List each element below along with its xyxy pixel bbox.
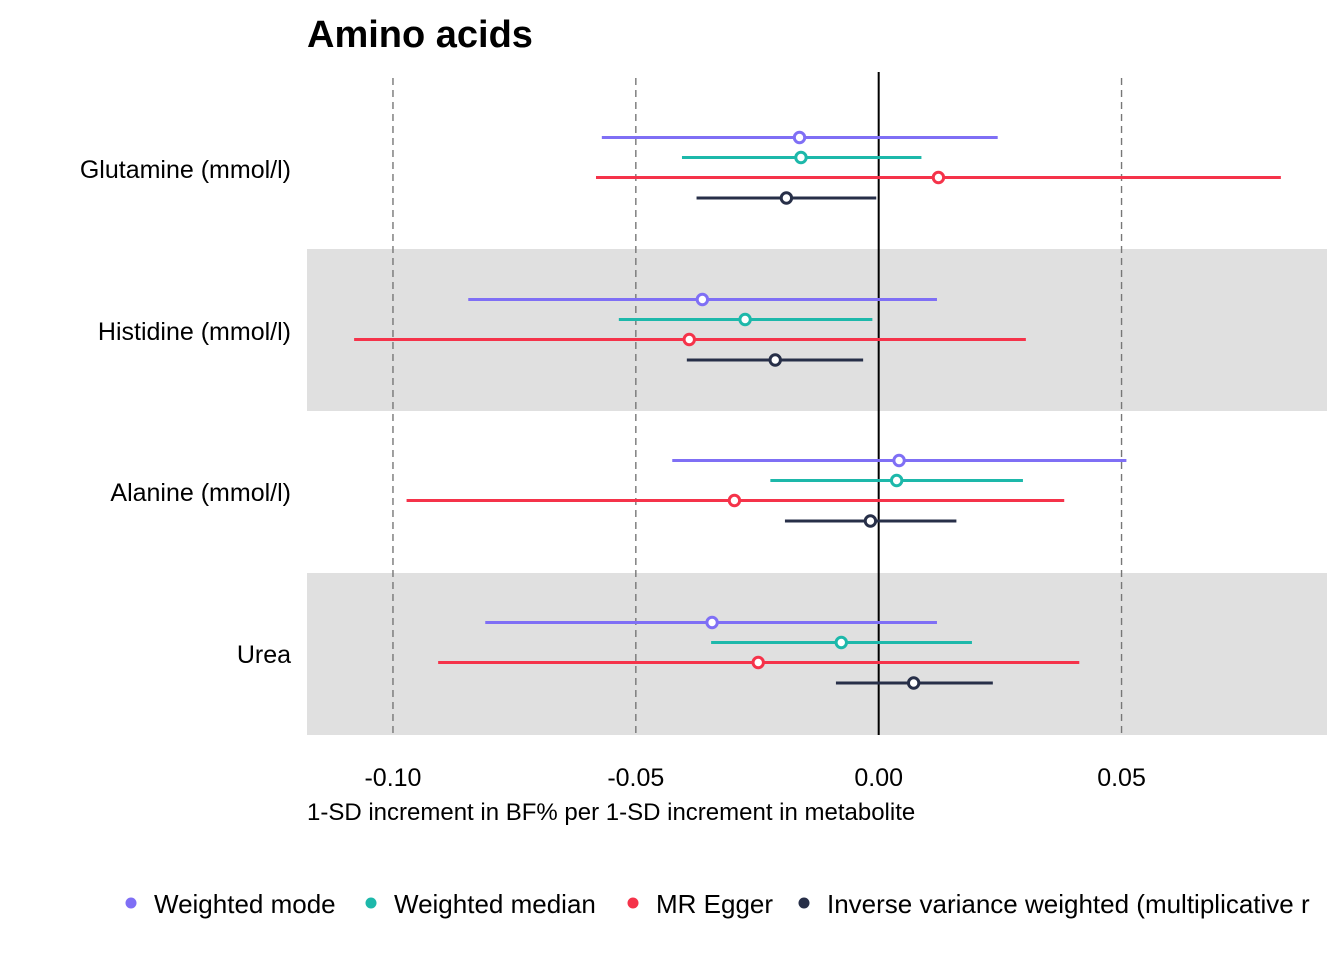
row-bands <box>307 249 1327 735</box>
grid-lines <box>392 78 1123 735</box>
chart-title: Amino acids <box>307 14 533 56</box>
x-tick-label-2: 0.00 <box>854 764 903 792</box>
legend-label-1: Weighted median <box>394 889 596 919</box>
point-estimate-1-3 <box>768 353 782 367</box>
legend-item-2: MR Egger <box>627 889 773 919</box>
point-estimate-1-2 <box>682 332 696 347</box>
point-estimate-1-0 <box>695 292 710 307</box>
point-estimate-0-0 <box>792 130 807 145</box>
category-label-1: Histidine (mmol/l) <box>98 318 291 346</box>
point-estimate-3-2 <box>751 655 765 670</box>
point-estimate-2-3 <box>863 514 878 528</box>
legend-key-3 <box>798 897 810 909</box>
point-estimate-2-0 <box>892 453 906 468</box>
legend-item-1: Weighted median <box>365 889 596 919</box>
legend-key-1 <box>365 897 377 909</box>
legend-label-0: Weighted mode <box>154 889 336 919</box>
row-band-3 <box>307 573 1327 735</box>
row-band-1 <box>307 249 1327 411</box>
point-estimate-2-2 <box>727 493 742 508</box>
point-estimate-0-3 <box>779 191 794 205</box>
point-estimate-3-3 <box>906 676 921 690</box>
legend: Weighted mode Weighted median MR Egger Inve… <box>125 889 1310 919</box>
legend-item-0: Weighted mode <box>125 889 336 919</box>
data-marks <box>354 130 1281 690</box>
x-tick-label-0: -0.10 <box>364 764 421 792</box>
category-label-2: Alanine (mmol/l) <box>110 479 291 507</box>
legend-label-3: Inverse variance weighted (multiplicativ… <box>827 889 1310 919</box>
x-tick-label-3: 0.05 <box>1097 764 1146 792</box>
point-estimate-3-1 <box>834 635 848 650</box>
legend-key-0 <box>125 897 137 909</box>
point-estimate-1-1 <box>738 312 752 327</box>
point-estimate-0-2 <box>931 170 946 185</box>
category-label-3: Urea <box>237 641 291 669</box>
legend-item-3: Inverse variance weighted (multiplicativ… <box>798 889 1310 919</box>
legend-key-2 <box>627 897 639 909</box>
x-axis-label: 1-SD increment in BF% per 1-SD increment… <box>307 799 915 826</box>
legend-label-2: MR Egger <box>656 889 773 919</box>
point-estimate-2-1 <box>889 473 904 488</box>
point-estimate-3-0 <box>705 615 719 630</box>
x-tick-label-1: -0.05 <box>607 764 664 792</box>
category-label-0: Glutamine (mmol/l) <box>80 156 291 184</box>
point-estimate-0-1 <box>794 150 808 165</box>
x-axis-tick-labels: -0.10 -0.05 0.00 0.05 <box>364 764 1145 792</box>
y-axis-labels: Glutamine (mmol/l) Histidine (mmol/l) Alan… <box>80 156 291 669</box>
